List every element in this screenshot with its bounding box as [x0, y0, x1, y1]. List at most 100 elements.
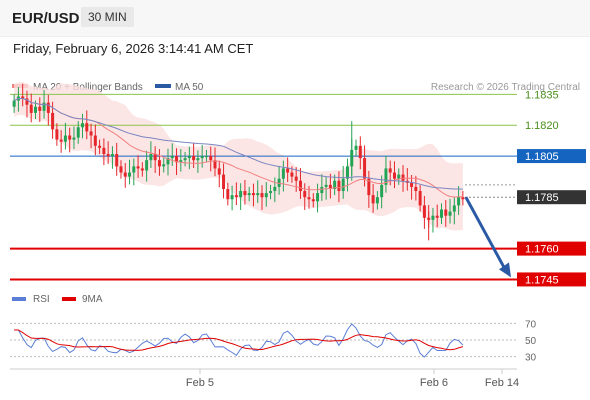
candle-body [439, 209, 443, 218]
candle-body [431, 215, 435, 220]
rsi-legend-swatch [12, 297, 26, 301]
forecast-arrow-head [499, 262, 511, 278]
credit-label: Research © 2026 Trading Central [431, 82, 580, 93]
candle-body [354, 145, 358, 150]
rsi-tick-label-70: 70 [525, 319, 537, 330]
support-label-1.1760: 1.1760 [525, 244, 559, 256]
rsi-tick-label-30: 30 [525, 353, 537, 364]
candle-body [444, 209, 448, 216]
candle-body [93, 135, 97, 146]
timeframe-button[interactable]: 30 MIN [81, 7, 134, 27]
candle-body [192, 156, 196, 161]
candle-body [277, 178, 281, 187]
candle-body [63, 135, 67, 142]
candle-body [461, 197, 465, 200]
support-tag-1.1760 [517, 241, 586, 256]
candle-body [234, 195, 238, 198]
ma50-legend-label: MA 50 [175, 82, 204, 93]
candle-body [367, 178, 371, 196]
candle-body [204, 156, 208, 158]
candle-body [328, 184, 332, 189]
candle-body [273, 186, 277, 192]
candle-body [25, 98, 29, 105]
rsi-line [14, 323, 464, 358]
candle-body [401, 174, 405, 181]
candle-body [157, 160, 161, 167]
candle-body [115, 154, 119, 167]
candle-body [371, 195, 375, 204]
candle-body [375, 197, 379, 204]
candle-body [34, 106, 38, 113]
candle-body [316, 193, 320, 202]
candle-body [418, 191, 422, 206]
forecast-arrow-shaft [464, 196, 506, 269]
candle-body [59, 139, 63, 142]
candle-body [333, 180, 337, 189]
candle-body [384, 168, 388, 185]
candle-body [298, 180, 302, 192]
candle-body [320, 186, 324, 194]
candle-body [226, 188, 230, 200]
support-label-1.1745: 1.1745 [525, 274, 559, 286]
candle-body [179, 160, 183, 163]
candle-body [363, 158, 367, 179]
candle-body [294, 176, 298, 181]
candle-body [230, 195, 234, 200]
candle-body [217, 168, 221, 175]
rsi-ma-legend-label: 9MA [82, 294, 103, 305]
rsi-tick-label-50: 50 [525, 336, 537, 347]
candle-body [119, 166, 123, 173]
candle-body [110, 154, 114, 157]
candle-body [170, 156, 174, 159]
ma50-line [13, 98, 463, 190]
candle-body [290, 172, 294, 177]
header-bar: EUR/USD 30 MIN [0, 0, 590, 37]
candle-body [85, 123, 89, 132]
candle-body [247, 193, 251, 196]
candle-body [264, 193, 268, 198]
candle-body [243, 191, 247, 196]
candle-body [46, 102, 50, 113]
candle-body [341, 178, 345, 192]
candle-body [162, 164, 166, 167]
moving-averages [13, 98, 511, 278]
candle-body [42, 102, 46, 111]
candle-body [38, 106, 42, 111]
candle-body [55, 129, 59, 140]
candle-body [128, 172, 132, 177]
candle-body [452, 205, 456, 212]
candle-body [136, 166, 140, 169]
candle-body [345, 166, 349, 179]
candle-body [29, 104, 33, 113]
candle-body [153, 154, 157, 161]
candle-body [183, 158, 187, 161]
candle-body [106, 154, 110, 157]
candle-body [256, 193, 260, 196]
candle-body [303, 191, 307, 198]
rsi-ma-line [14, 329, 464, 351]
candles [12, 83, 465, 241]
candle-body [51, 112, 55, 130]
candle-body [175, 156, 179, 163]
candle-body [435, 215, 439, 218]
candle-body [358, 145, 362, 159]
candle-body [132, 166, 136, 173]
candle-body [21, 96, 25, 99]
ma50-legend-swatch [155, 84, 171, 88]
candle-body [81, 123, 85, 128]
x-tick-label-feb-5: Feb 5 [186, 377, 214, 389]
levels: 1.1835 1.1820 1.1805 1.1785 1.1760 1.1745 [10, 89, 586, 287]
candle-body [422, 205, 426, 218]
candle-body [388, 168, 392, 173]
x-tick-label-feb-14: Feb 14 [485, 377, 519, 389]
candle-body [311, 199, 315, 202]
support-tag-1.1745 [517, 272, 586, 287]
candle-body [448, 211, 452, 216]
symbol-label: EUR/USD [12, 10, 80, 27]
candle-body [397, 174, 401, 179]
candle-body [166, 158, 170, 165]
pivot-label-1.1805: 1.1805 [525, 151, 559, 163]
candle-body [410, 182, 414, 187]
candle-body [251, 193, 255, 196]
